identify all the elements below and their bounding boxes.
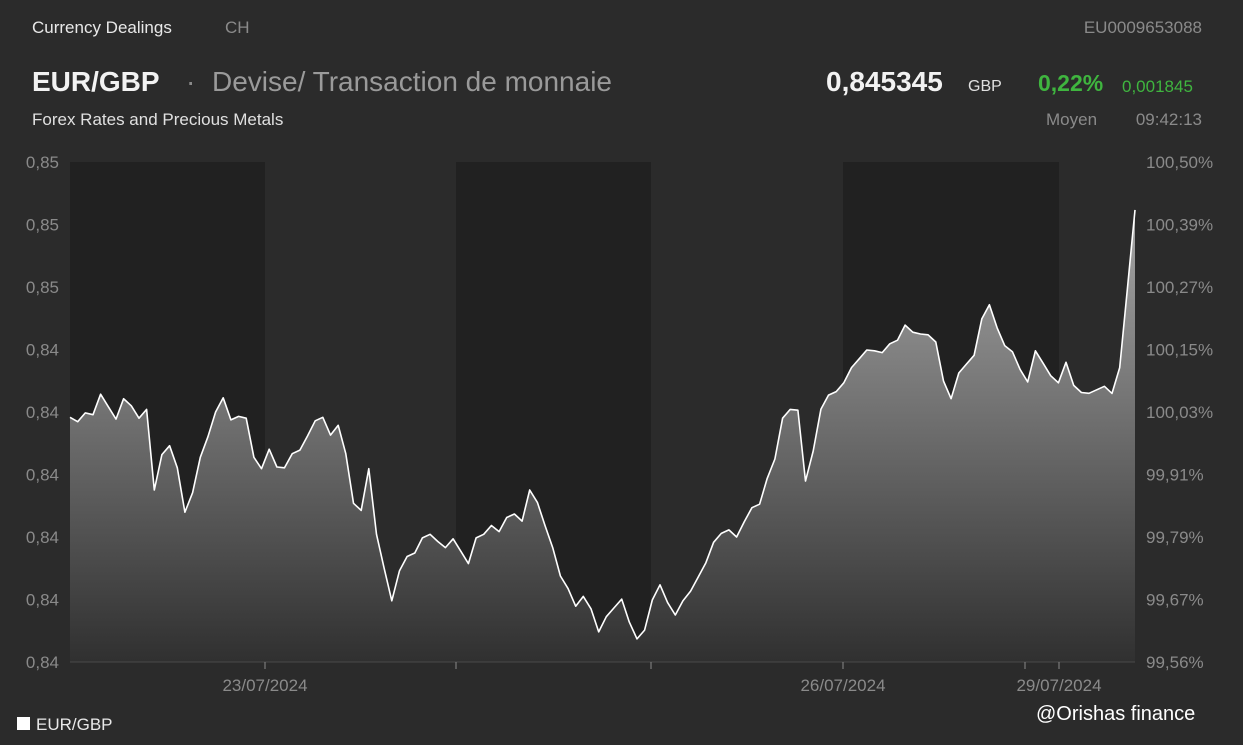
y-left-tick-label: 0,84 [26, 591, 59, 610]
y-left-tick-label: 0,84 [26, 528, 59, 547]
title-separator: · [186, 66, 196, 97]
watermark: @Orishas finance [1036, 703, 1196, 725]
y-left-tick-label: 0,84 [26, 653, 59, 672]
y-left-tick-label: 0,85 [26, 278, 59, 297]
country-code: CH [225, 18, 250, 37]
y-right-tick-label: 99,79% [1146, 528, 1204, 547]
price-currency: GBP [968, 78, 1002, 95]
y-left-tick-label: 0,85 [26, 153, 59, 172]
category-label: Currency Dealings [32, 18, 172, 37]
y-left-tick-label: 0,84 [26, 341, 59, 360]
y-right-tick-label: 100,27% [1146, 278, 1213, 297]
series-area-fill [70, 209, 1135, 662]
instrument-symbol: EUR/GBP [32, 66, 160, 97]
series-line-eurgbp [69, 209, 1136, 640]
area-layer [69, 209, 1136, 662]
y-left-tick-label: 0,84 [26, 403, 59, 422]
y-right-tick-label: 100,39% [1146, 216, 1213, 235]
legend-label[interactable]: EUR/GBP [36, 715, 113, 734]
axis-layer: 0,85 100,50% 0,85 100,39% 0,85 100,27% 0,84 100… [26, 153, 1213, 695]
change-absolute: 0,001845 [1122, 77, 1193, 96]
y-left-tick-label: 0,84 [26, 466, 59, 485]
price-type: Moyen [1046, 110, 1098, 129]
legend-swatch[interactable] [17, 717, 30, 730]
y-right-tick-label: 99,67% [1146, 591, 1204, 610]
y-right-tick-label: 100,50% [1146, 153, 1213, 172]
y-right-tick-label: 100,15% [1146, 341, 1213, 360]
instrument-subcategory: Forex Rates and Precious Metals [32, 110, 284, 129]
change-percent: 0,22% [1038, 70, 1104, 96]
y-right-tick-label: 100,03% [1146, 403, 1213, 422]
y-right-tick-label: 99,91% [1146, 466, 1204, 485]
price-time: 09:42:13 [1135, 110, 1202, 129]
y-right-tick-label: 99,56% [1146, 653, 1204, 672]
isin-code: EU0009653088 [1083, 18, 1202, 37]
instrument-long-name: Devise/ Transaction de monnaie [212, 66, 612, 97]
x-tick-label: 23/07/2024 [222, 676, 307, 695]
y-left-tick-label: 0,85 [26, 216, 59, 235]
x-tick-label: 29/07/2024 [1016, 676, 1101, 695]
last-price: 0,845345 [826, 66, 943, 97]
x-tick-label: 26/07/2024 [800, 676, 885, 695]
